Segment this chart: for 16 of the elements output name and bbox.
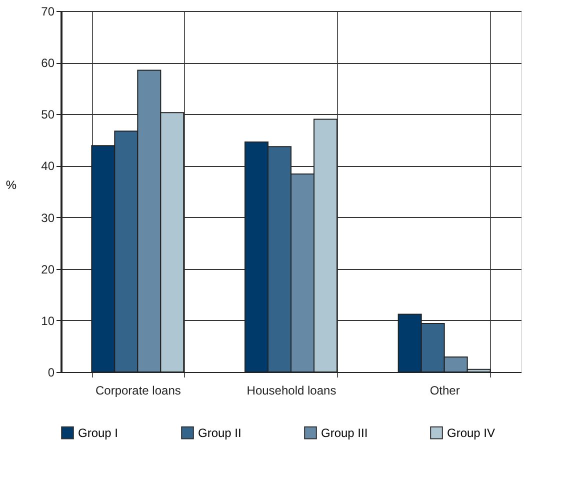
- legend-label: Group II: [198, 426, 242, 440]
- y-tick-label: 30: [41, 210, 55, 225]
- y-tick-label: 60: [41, 56, 55, 70]
- legend-label: Group I: [78, 426, 118, 440]
- legend-label: Group IV: [447, 426, 496, 440]
- y-tick-label: 40: [41, 159, 55, 174]
- y-axis-title: %: [6, 178, 17, 192]
- y-tick-label: 10: [41, 314, 55, 328]
- legend-label: Group III: [321, 426, 368, 440]
- y-tick-label: 20: [41, 262, 55, 276]
- y-tick-label: 50: [41, 108, 55, 122]
- y-tick-label: 0: [48, 366, 55, 380]
- x-tick-label: Other: [430, 384, 460, 398]
- y-tick-label: 70: [41, 4, 55, 18]
- x-tick-label: Household loans: [246, 384, 336, 398]
- x-tick-label: Corporate loans: [95, 384, 181, 398]
